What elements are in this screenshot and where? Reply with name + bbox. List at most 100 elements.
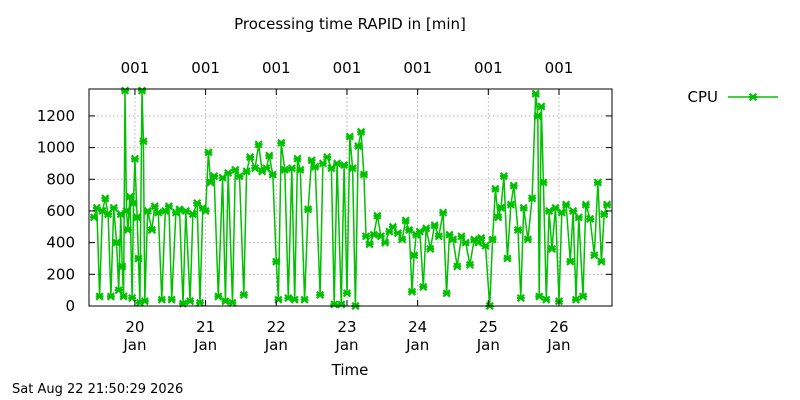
data-point-cpu xyxy=(195,298,205,307)
legend-marker-cross xyxy=(748,92,758,102)
tick-labels: 02004006008001000120020Jan21Jan22Jan23Ja… xyxy=(37,59,574,354)
data-point-cpu xyxy=(181,206,190,216)
data-point-cpu xyxy=(137,86,147,95)
data-point-cpu xyxy=(398,235,407,244)
x-tick-label-month: Jan xyxy=(546,336,570,354)
data-point-cpu xyxy=(224,168,233,178)
data-point-cpu xyxy=(545,206,554,216)
data-point-cpu xyxy=(439,208,448,217)
y-tick-label: 400 xyxy=(46,234,75,252)
data-point-cpu xyxy=(311,162,320,171)
data-point-cpu xyxy=(206,178,215,187)
data-point-cpu xyxy=(531,89,540,98)
data-point-cpu xyxy=(419,282,428,292)
data-point-cpu xyxy=(354,141,363,151)
data-point-cpu xyxy=(290,295,299,304)
data-point-cpu xyxy=(147,225,156,235)
grid-lines xyxy=(89,89,612,306)
data-point-cpu xyxy=(323,153,332,162)
data-point-cpu xyxy=(106,292,115,301)
data-point-cpu xyxy=(557,208,566,217)
data-point-cpu xyxy=(547,244,557,254)
data-point-cpu xyxy=(242,167,251,176)
x-tick-label-day: 23 xyxy=(337,318,356,336)
y-tick-label: 800 xyxy=(46,170,75,188)
data-point-cpu xyxy=(422,224,431,233)
data-point-cpu xyxy=(268,170,277,179)
data-point-cpu xyxy=(251,164,260,173)
data-point-cpu xyxy=(369,230,378,239)
x-axis-title: Time xyxy=(331,361,369,379)
x-tick-label-month: Jan xyxy=(405,336,429,354)
x-tick-label-month: Jan xyxy=(122,336,146,354)
data-point-cpu xyxy=(496,203,506,212)
data-point-cpu xyxy=(89,213,99,222)
data-point-cpu xyxy=(119,292,128,301)
data-point-cpu xyxy=(175,205,184,214)
data-point-cpu xyxy=(410,251,419,260)
data-point-cpu xyxy=(204,148,213,157)
data-point-cpu xyxy=(112,238,121,247)
data-point-cpu xyxy=(201,206,210,216)
top-tick-label: 001 xyxy=(333,59,362,77)
data-point-cpu xyxy=(262,164,271,173)
data-point-cpu xyxy=(593,178,602,187)
data-point-cpu xyxy=(118,262,127,271)
data-point-cpu xyxy=(535,292,544,301)
series-line-cpu xyxy=(93,89,608,307)
data-point-cpu xyxy=(600,210,609,219)
x-tick-label-month: Jan xyxy=(264,336,288,354)
data-point-cpu xyxy=(318,159,328,168)
data-point-cpu xyxy=(120,86,130,95)
data-point-cpu xyxy=(488,235,497,244)
footer-timestamp: Sat Aug 22 21:50:29 2026 xyxy=(12,382,184,397)
legend-label-cpu: CPU xyxy=(688,88,719,106)
data-point-cpu xyxy=(185,297,195,306)
top-tick-label: 001 xyxy=(121,59,150,77)
data-point-cpu xyxy=(481,241,490,250)
data-point-cpu xyxy=(537,102,546,111)
data-point-cpu xyxy=(533,111,542,121)
x-tick-label-day: 26 xyxy=(549,318,568,336)
data-point-cpu xyxy=(214,292,223,301)
data-point-cpu xyxy=(448,235,458,244)
data-point-cpu xyxy=(228,298,237,307)
data-point-cpu xyxy=(430,221,439,230)
data-point-cpu xyxy=(494,213,503,222)
data-point-cpu xyxy=(373,211,382,220)
data-point-cpu xyxy=(503,254,512,263)
data-point-cpu xyxy=(551,203,560,212)
top-tick-label: 001 xyxy=(474,59,503,77)
data-point-cpu xyxy=(407,287,417,296)
data-point-cpu xyxy=(332,159,342,168)
data-point-cpu xyxy=(280,165,289,174)
series-cpu xyxy=(89,86,612,311)
data-point-cpu xyxy=(337,300,346,309)
data-point-cpu xyxy=(415,227,424,236)
data-point-cpu xyxy=(132,213,142,222)
data-point-cpu xyxy=(293,154,302,163)
data-point-cpu xyxy=(519,203,528,212)
y-tick-label: 1200 xyxy=(37,107,75,125)
x-tick-label-day: 21 xyxy=(196,318,215,336)
data-point-cpu xyxy=(125,192,135,201)
y-tick-label: 200 xyxy=(46,265,75,283)
data-point-cpu xyxy=(561,200,571,209)
data-point-cpu xyxy=(569,206,578,216)
data-point-cpu xyxy=(104,210,113,219)
data-point-cpu xyxy=(157,295,166,304)
data-point-cpu xyxy=(581,200,590,209)
data-point-cpu xyxy=(542,295,551,304)
top-tick-label: 001 xyxy=(403,59,432,77)
data-point-cpu xyxy=(296,165,305,174)
data-point-cpu xyxy=(154,208,163,217)
data-point-cpu xyxy=(426,244,435,254)
data-point-cpu xyxy=(453,262,462,271)
y-tick-label: 600 xyxy=(46,202,75,220)
top-tick-label: 001 xyxy=(191,59,220,77)
data-point-cpu xyxy=(513,225,523,235)
data-point-cpu xyxy=(167,295,176,304)
data-point-cpu xyxy=(140,297,149,306)
x-tick-label-day: 25 xyxy=(479,318,498,336)
